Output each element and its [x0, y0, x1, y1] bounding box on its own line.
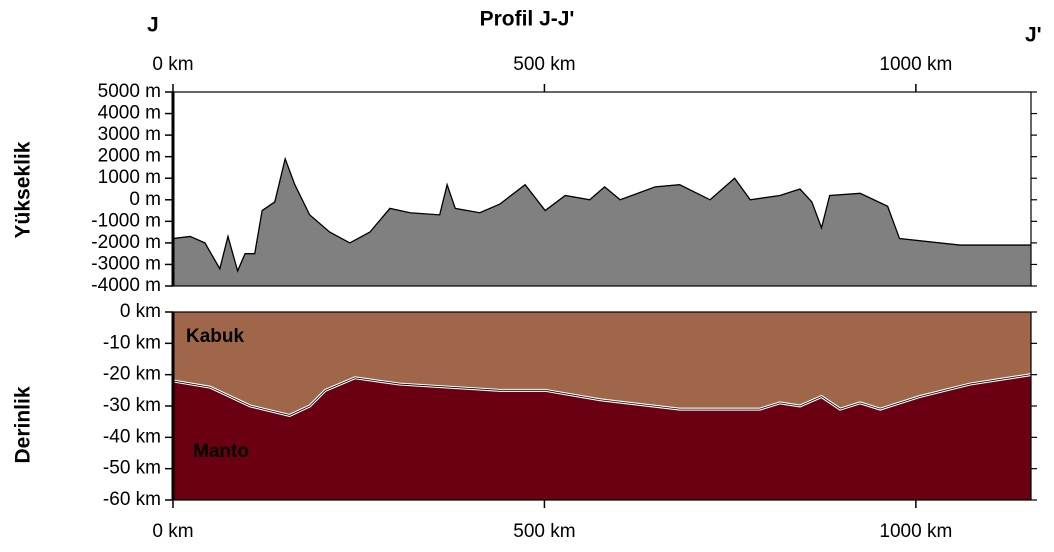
y-tick-label: -3000 m	[91, 253, 161, 274]
y-tick-label: 0 km	[120, 301, 161, 322]
y-tick-label: 0 m	[129, 189, 161, 210]
chart-title: Profil J-J'	[480, 8, 575, 31]
y-tick-label: -60 km	[103, 489, 161, 510]
y-tick-label: 2000 m	[98, 146, 161, 167]
y-tick-label: 1000 m	[98, 167, 161, 188]
mantle-layer	[173, 374, 1031, 500]
y-tick-label: -40 km	[103, 426, 161, 447]
elevation-line	[172, 156, 1031, 273]
layer-label: Kabuk	[186, 326, 245, 347]
y-tick-label: 5000 m	[98, 81, 161, 102]
y-tick-label: -20 km	[103, 364, 161, 385]
y-tick-label: -10 km	[103, 332, 161, 353]
y-tick-label: -50 km	[103, 458, 161, 479]
start-label: J	[147, 14, 159, 37]
y-tick-label: -30 km	[103, 395, 161, 416]
layer-label: Manto	[193, 441, 249, 462]
moho-line	[172, 374, 1032, 416]
x-tick-label: 1000 km	[879, 521, 952, 542]
y-tick-label: -1000 m	[91, 210, 161, 231]
x-tick-label: 1000 km	[879, 54, 952, 75]
y-tick-label: 4000 m	[98, 103, 161, 124]
x-tick-label: 500 km	[513, 54, 575, 75]
elevation-area	[173, 158, 1031, 286]
y-tick-label: -2000 m	[91, 232, 161, 253]
y-axis-label: Yükseklik	[12, 141, 35, 238]
x-tick-label: 500 km	[513, 521, 575, 542]
end-label: J'	[1025, 24, 1042, 47]
x-tick-label: 0 km	[152, 521, 193, 542]
y-axis-label: Derinlik	[12, 386, 35, 463]
x-tick-label: 0 km	[152, 54, 193, 75]
y-tick-label: -4000 m	[91, 275, 161, 296]
y-tick-label: 3000 m	[98, 124, 161, 145]
